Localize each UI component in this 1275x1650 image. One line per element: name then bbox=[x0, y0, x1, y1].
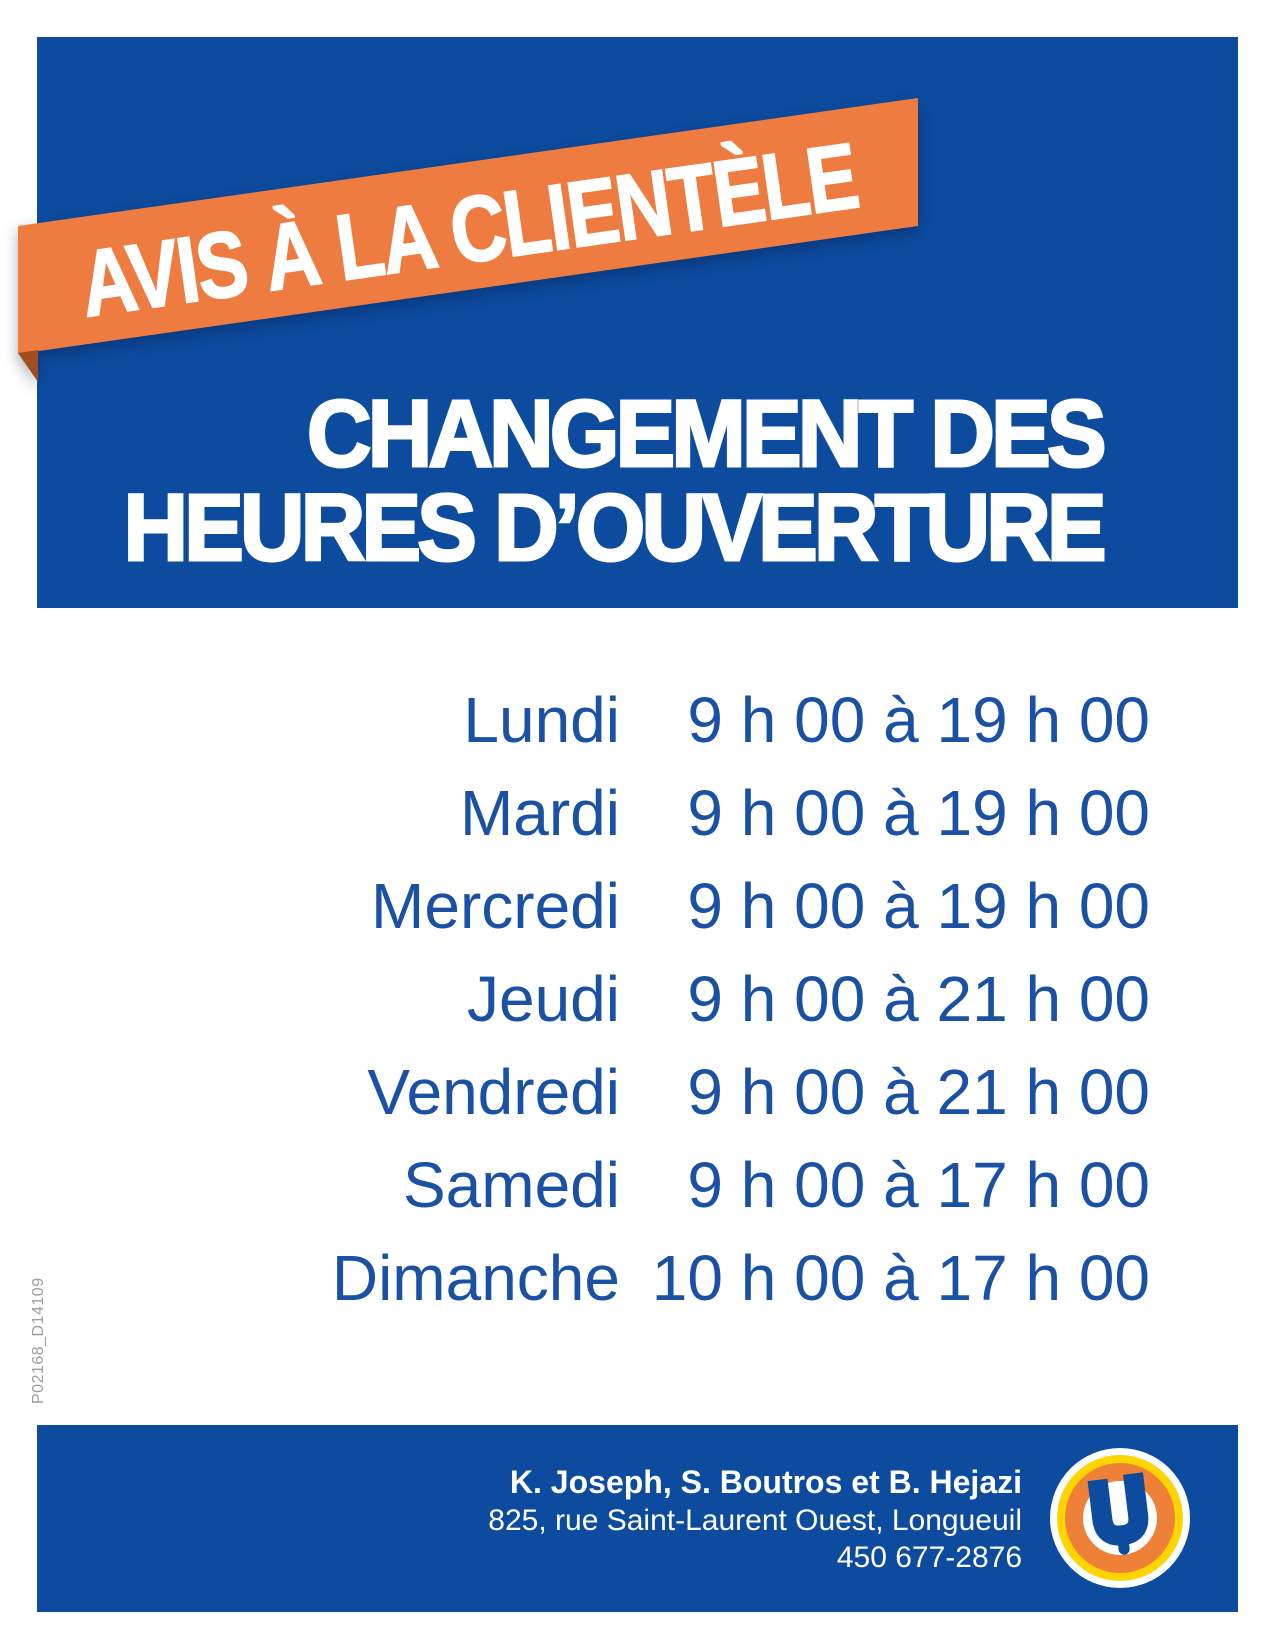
phone-line: 450 677-2876 bbox=[836, 1541, 1022, 1574]
table-row-mardi: Mardi 9 h 00 à 19 h 00 bbox=[230, 767, 1150, 860]
table-row-dimanche: Dimanche 10 h 00 à 17 h 00 bbox=[230, 1232, 1150, 1325]
day-label: Mercredi bbox=[371, 870, 620, 942]
page-title: CHANGEMENT DES HEURES D’OUVERTURE bbox=[122, 381, 1108, 581]
notice-ribbon bbox=[0, 0, 1275, 660]
day-label: Samedi bbox=[402, 1149, 620, 1221]
table-row-jeudi: Jeudi 9 h 00 à 21 h 00 bbox=[230, 953, 1150, 1046]
day-label: Vendredi bbox=[367, 1056, 620, 1128]
day-label: Jeudi bbox=[466, 963, 620, 1035]
table-row-lundi: Lundi 9 h 00 à 19 h 00 bbox=[230, 674, 1150, 767]
table-row-vendredi: Vendredi 9 h 00 à 21 h 00 bbox=[230, 1046, 1150, 1139]
hours-value: 9 h 00 à 19 h 00 bbox=[687, 684, 1150, 756]
page-title-line2: HEURES D’OUVERTURE bbox=[122, 475, 1108, 581]
hours-value: 9 h 00 à 17 h 00 bbox=[687, 1149, 1150, 1221]
day-label: Lundi bbox=[463, 684, 620, 756]
print-code: P02168_D14109 bbox=[30, 1277, 47, 1404]
address-line: 825, rue Saint-Laurent Ouest, Longueuil bbox=[488, 1504, 1022, 1537]
day-label: Dimanche bbox=[331, 1242, 620, 1314]
owners-line: K. Joseph, S. Boutros et B. Hejazi bbox=[509, 1464, 1022, 1500]
hours-value: 9 h 00 à 21 h 00 bbox=[687, 963, 1150, 1035]
logo-u-icon bbox=[1087, 1472, 1149, 1555]
page-title-line1: CHANGEMENT DES bbox=[306, 381, 1108, 487]
table-row-samedi: Samedi 9 h 00 à 17 h 00 bbox=[230, 1139, 1150, 1232]
hours-value: 10 h 00 à 17 h 00 bbox=[651, 1242, 1150, 1314]
hours-value: 9 h 00 à 21 h 00 bbox=[687, 1056, 1150, 1128]
day-label: Mardi bbox=[459, 777, 620, 849]
hours-value: 9 h 00 à 19 h 00 bbox=[687, 870, 1150, 942]
footer-bar bbox=[37, 1425, 1238, 1612]
uniprix-logo bbox=[1050, 1448, 1190, 1588]
hours-value: 9 h 00 à 19 h 00 bbox=[687, 777, 1150, 849]
store-info: K. Joseph, S. Boutros et B. Hejazi 825, … bbox=[488, 1462, 1022, 1576]
table-row-mercredi: Mercredi 9 h 00 à 19 h 00 bbox=[230, 860, 1150, 953]
opening-hours-table: Lundi 9 h 00 à 19 h 00 Mardi 9 h 00 à 19… bbox=[230, 674, 1150, 1325]
